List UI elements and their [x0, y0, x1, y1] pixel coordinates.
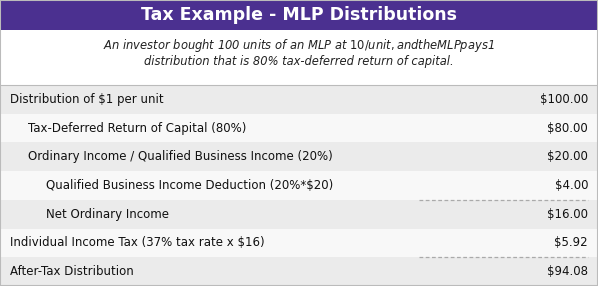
- Text: $94.08: $94.08: [547, 265, 588, 278]
- Bar: [0, 200, 598, 229]
- Bar: [0, 171, 598, 200]
- Text: distribution that is 80% tax-deferred return of capital.: distribution that is 80% tax-deferred re…: [144, 55, 454, 69]
- Text: After-Tax Distribution: After-Tax Distribution: [10, 265, 134, 278]
- Bar: [0, 142, 598, 171]
- Text: $5.92: $5.92: [554, 237, 588, 249]
- Text: Tax Example - MLP Distributions: Tax Example - MLP Distributions: [141, 6, 457, 24]
- Text: Tax-Deferred Return of Capital (80%): Tax-Deferred Return of Capital (80%): [28, 122, 246, 135]
- Text: $80.00: $80.00: [547, 122, 588, 135]
- Bar: [0, 229, 598, 257]
- Text: An investor bought 100 units of an MLP at $10/unit, and the MLP pays $1: An investor bought 100 units of an MLP a…: [103, 37, 495, 55]
- Bar: [0, 114, 598, 142]
- Bar: [0, 30, 598, 85]
- Bar: [0, 257, 598, 286]
- Text: Qualified Business Income Deduction (20%*$20): Qualified Business Income Deduction (20%…: [46, 179, 333, 192]
- Bar: [0, 85, 598, 114]
- Text: $20.00: $20.00: [547, 150, 588, 163]
- Text: Ordinary Income / Qualified Business Income (20%): Ordinary Income / Qualified Business Inc…: [28, 150, 332, 163]
- Text: $16.00: $16.00: [547, 208, 588, 221]
- Text: $4.00: $4.00: [554, 179, 588, 192]
- Text: Net Ordinary Income: Net Ordinary Income: [46, 208, 169, 221]
- Text: Distribution of $1 per unit: Distribution of $1 per unit: [10, 93, 164, 106]
- Text: Individual Income Tax (37% tax rate x $16): Individual Income Tax (37% tax rate x $1…: [10, 237, 265, 249]
- Text: $100.00: $100.00: [540, 93, 588, 106]
- Bar: [0, 0, 598, 30]
